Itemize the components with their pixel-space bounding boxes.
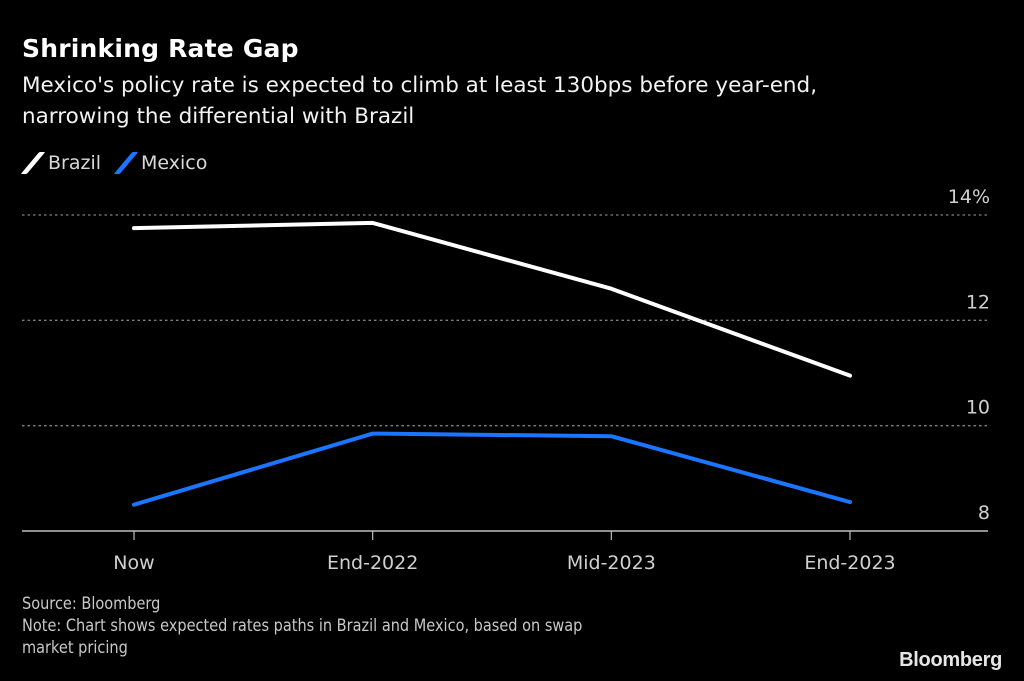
chart-note-line-1: Note: Chart shows expected rates paths i…	[22, 616, 583, 635]
y-tick-label-12: 12	[966, 291, 990, 313]
chart-subtitle: Mexico's policy rate is expected to clim…	[22, 70, 1022, 132]
x-axis: Now End-2022 Mid-2023 End-2023	[22, 530, 988, 574]
bloomberg-logo: Bloomberg	[899, 649, 1002, 671]
legend-label-brazil: Brazil	[48, 152, 102, 174]
subtitle-line-1: Mexico's policy rate is expected to clim…	[22, 73, 818, 98]
x-tick-label-now: Now	[113, 552, 154, 574]
y-tick-label-10: 10	[966, 397, 990, 419]
chart-title: Shrinking Rate Gap	[22, 34, 299, 63]
y-tick-label-8: 8	[978, 502, 990, 524]
x-tick-label-end-2022: End-2022	[327, 552, 418, 574]
legend-item-mexico: Mexico	[113, 152, 208, 174]
x-tick-label-mid-2023: Mid-2023	[567, 552, 656, 574]
subtitle-line-2: narrowing the differential with Brazil	[22, 104, 415, 129]
y-tick-label-14: 14%	[948, 186, 990, 208]
y-axis: 8 10 12 14%	[948, 186, 990, 524]
source-note: Source: Bloomberg	[22, 594, 161, 613]
legend-label-mexico: Mexico	[141, 152, 208, 174]
legend-item-brazil: Brazil	[20, 152, 102, 174]
series-line-brazil	[132, 220, 852, 378]
legend: Brazil Mexico	[20, 152, 221, 174]
series-line-mexico	[132, 431, 852, 507]
gridlines	[22, 214, 988, 427]
chart-note-line-2: market pricing	[22, 638, 128, 657]
series	[132, 220, 852, 507]
x-tick-label-end-2023: End-2023	[804, 552, 895, 574]
footer-notes: Source: Bloomberg Note: Chart shows expe…	[22, 593, 796, 659]
